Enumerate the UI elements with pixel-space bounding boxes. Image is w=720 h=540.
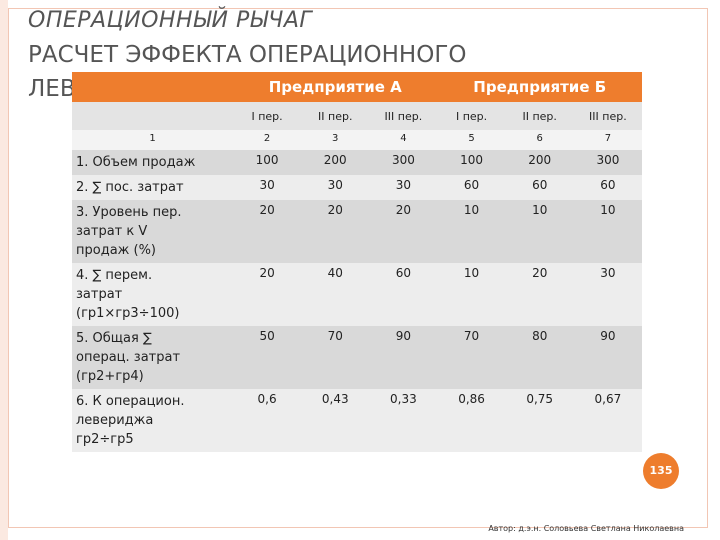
data-cell: 70 [437, 326, 506, 389]
period-header: I пер. [233, 102, 302, 130]
data-cell: 200 [301, 150, 370, 175]
row-label: 4. ∑ перем. затрат (гр1×гр3÷100) [72, 263, 233, 326]
row-label: 3. Уровень пер. затрат к V продаж (%) [72, 200, 233, 263]
data-cell: 300 [369, 150, 438, 175]
corner-cell [72, 102, 233, 130]
row-label: 5. Общая ∑ операц. затрат (гр2+гр4) [72, 326, 233, 389]
period-header: I пер. [437, 102, 506, 130]
data-cell: 20 [233, 200, 302, 263]
data-cell: 50 [233, 326, 302, 389]
data-cell: 40 [301, 263, 370, 326]
side-band [0, 0, 8, 540]
data-cell: 0,86 [437, 389, 506, 452]
data-cell: 0,43 [301, 389, 370, 452]
data-cell: 200 [505, 150, 574, 175]
period-header: III пер. [573, 102, 642, 130]
data-cell: 30 [233, 175, 302, 200]
data-cell: 60 [573, 175, 642, 200]
data-cell: 0,67 [573, 389, 642, 452]
column-number: 6 [505, 130, 574, 150]
period-header: II пер. [301, 102, 370, 130]
page-number: 135 [643, 453, 679, 489]
data-cell: 0,33 [369, 389, 438, 452]
group-header: Предприятие А [233, 72, 438, 102]
data-cell: 30 [573, 263, 642, 326]
table-row: 3. Уровень пер. затрат к V продаж (%) 20 2… [72, 200, 642, 263]
data-cell: 20 [301, 200, 370, 263]
author: Автор: д.э.н. Соловьева Светлана Николае… [488, 524, 684, 533]
group-header: Предприятие Б [437, 72, 642, 102]
table-row: 5. Общая ∑ операц. затрат (гр2+гр4) 50 70 9… [72, 326, 642, 389]
row-label: 1. Объем продаж [72, 150, 233, 175]
column-number: 3 [301, 130, 370, 150]
table-row: 6. К операцион. левериджа гр2÷гр5 0,6 0,43… [72, 389, 642, 452]
table-row: 4. ∑ перем. затрат (гр1×гр3÷100) 20 40 60 10… [72, 263, 642, 326]
row-label: 2. ∑ пос. затрат [72, 175, 233, 200]
data-cell: 20 [233, 263, 302, 326]
row-label: 6. К операцион. левериджа гр2÷гр5 [72, 389, 233, 452]
column-number: 2 [233, 130, 302, 150]
data-cell: 20 [369, 200, 438, 263]
data-cell: 80 [505, 326, 574, 389]
data-cell: 70 [301, 326, 370, 389]
data-cell: 100 [437, 150, 506, 175]
column-number: 4 [369, 130, 438, 150]
data-cell: 10 [437, 263, 506, 326]
period-header: II пер. [505, 102, 574, 130]
corner-cell [72, 72, 233, 102]
column-number: 1 [72, 130, 233, 150]
table-row: Предприятие А Предприятие Б [72, 72, 642, 102]
data-cell: 20 [505, 263, 574, 326]
data-cell: 90 [573, 326, 642, 389]
data-cell: 100 [233, 150, 302, 175]
data-cell: 10 [437, 200, 506, 263]
period-header: III пер. [369, 102, 438, 130]
table-row: I пер. II пер. III пер. I пер. II пер. III пе… [72, 102, 642, 130]
column-number: 5 [437, 130, 506, 150]
data-cell: 10 [573, 200, 642, 263]
data-cell: 30 [369, 175, 438, 200]
data-cell: 0,75 [505, 389, 574, 452]
data-cell: 60 [505, 175, 574, 200]
data-cell: 10 [505, 200, 574, 263]
table-row: 2. ∑ пос. затрат 30 30 30 60 60 60 [72, 175, 642, 200]
data-cell: 90 [369, 326, 438, 389]
data-cell: 60 [437, 175, 506, 200]
data-cell: 30 [301, 175, 370, 200]
frame [8, 8, 708, 528]
title: ОПЕРАЦИОННЫЙ РЫЧАГ [28, 8, 313, 33]
column-number: 7 [573, 130, 642, 150]
data-cell: 60 [369, 263, 438, 326]
data-cell: 0,6 [233, 389, 302, 452]
table-row: 1. Объем продаж 100 200 300 100 200 300 [72, 150, 642, 175]
data-cell: 300 [573, 150, 642, 175]
